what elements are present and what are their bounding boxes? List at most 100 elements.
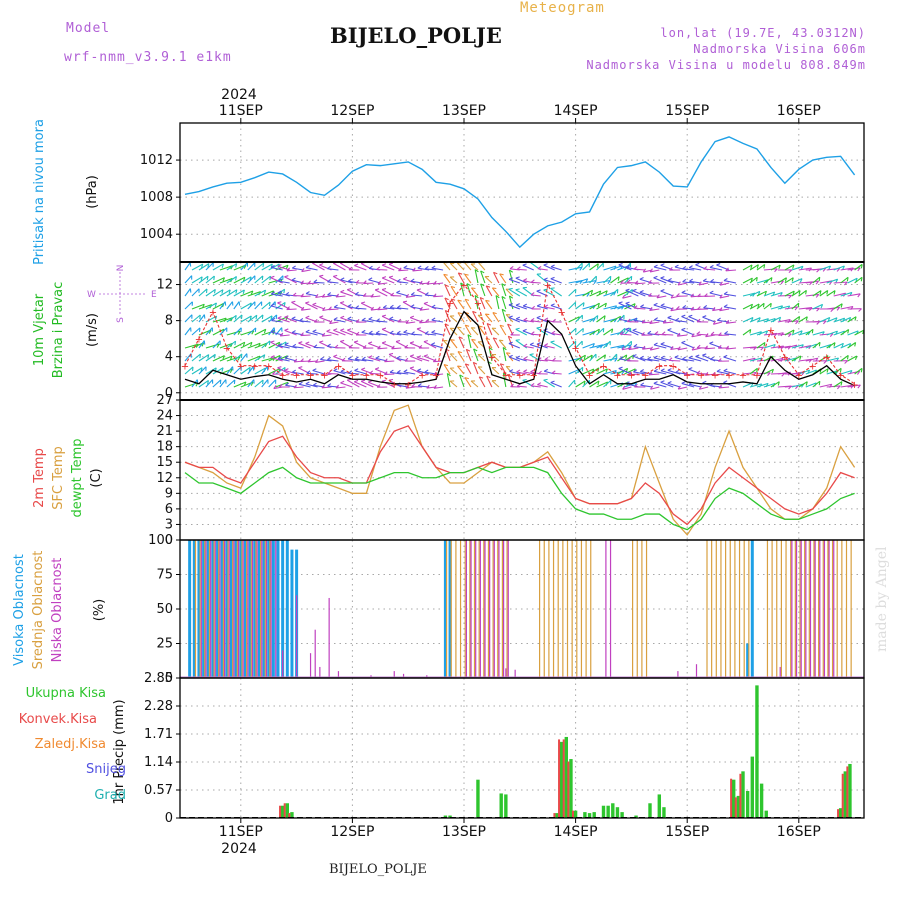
wind-barb xyxy=(492,337,500,349)
wind-barb xyxy=(805,280,819,284)
wind-barb-tick xyxy=(530,331,535,335)
wind-barb xyxy=(355,307,367,310)
wind-barb-tick xyxy=(778,317,782,322)
wind-barb xyxy=(278,358,290,362)
wind-barb-tick xyxy=(857,293,861,298)
wind-barb xyxy=(833,303,843,310)
wind-barb-tick xyxy=(649,320,653,324)
wind-barb xyxy=(568,301,576,310)
wind-barb-tick xyxy=(433,371,437,376)
wind-barb xyxy=(537,268,548,271)
wind-barb-tick xyxy=(347,288,352,291)
wind-barb-tick xyxy=(805,316,808,321)
precip-convective-bar xyxy=(739,773,742,818)
wind-barb xyxy=(322,295,332,298)
wind-barb xyxy=(226,314,237,323)
wind-barb xyxy=(742,292,756,297)
wind-barb-tick xyxy=(597,367,600,372)
wind-barb xyxy=(431,267,444,271)
wind-barb xyxy=(472,362,479,375)
wind-barb xyxy=(205,353,216,362)
wind-barb xyxy=(477,354,486,362)
wind-barb xyxy=(233,341,245,349)
wind-barb xyxy=(191,276,203,284)
temp-tick-label: 21 xyxy=(156,424,173,439)
wind-barb xyxy=(698,282,709,286)
wind-barb-tick xyxy=(431,265,436,269)
wind-barb-tick xyxy=(724,331,729,335)
wind-barb-tick xyxy=(653,381,658,384)
wind-barb-tick xyxy=(515,288,520,291)
wind-barb xyxy=(826,385,841,388)
wind-barb xyxy=(409,355,423,362)
wind-barb xyxy=(254,379,264,388)
wind-barb-tick xyxy=(750,317,754,322)
wind-barb xyxy=(649,308,660,311)
wind-barb xyxy=(784,306,798,310)
wind-barb-tick xyxy=(433,280,437,285)
wind-barb xyxy=(233,276,246,284)
cloud-ylabel-mid: Srednja Oblacnost xyxy=(31,551,46,670)
wind-barb xyxy=(812,331,825,336)
wind-barb-tick xyxy=(854,355,858,360)
wind-barb xyxy=(467,334,472,349)
wind-barb xyxy=(798,289,807,297)
wind-barb-tick xyxy=(277,301,282,304)
wind-barb xyxy=(523,319,534,323)
wind-barb xyxy=(261,366,268,375)
wind-barb xyxy=(333,262,346,271)
wind-barb xyxy=(444,284,451,297)
wind-barb xyxy=(719,295,730,299)
wind-barb-tick xyxy=(641,332,645,336)
precip-total-bar xyxy=(280,805,285,818)
wind-barb xyxy=(568,266,583,271)
wind-barb-tick xyxy=(327,356,331,361)
wind-barb xyxy=(617,381,629,388)
wind-barb xyxy=(575,327,584,336)
wind-barb-tick xyxy=(299,317,304,322)
wind-barb xyxy=(812,380,821,388)
wind-barb xyxy=(840,369,853,375)
wind-barb-tick xyxy=(354,368,359,371)
wind-barb xyxy=(450,339,458,349)
wind-barb xyxy=(417,370,430,375)
wind-barb-tick xyxy=(286,267,291,272)
wind-barb xyxy=(596,279,611,284)
wind-barb xyxy=(529,344,541,349)
wind-barb xyxy=(854,367,863,375)
wind-barb xyxy=(826,317,838,323)
wind-barb-tick xyxy=(552,357,556,362)
wind-barb-tick xyxy=(368,330,373,334)
wind-barb-tick xyxy=(327,383,332,387)
top-date-label: 12SEP xyxy=(330,103,374,119)
wind-barb xyxy=(660,290,674,297)
wind-barb-tick xyxy=(368,355,373,358)
wind-barb xyxy=(305,302,318,310)
wind-barb xyxy=(405,321,416,324)
model-altitude-text: Nadmorska Visina u modelu 808.849m xyxy=(586,58,866,72)
wind-barb-tick xyxy=(417,355,422,358)
wind-barb xyxy=(628,347,639,351)
wind-barb xyxy=(502,347,507,362)
wind-barb xyxy=(505,314,514,323)
wind-barb-tick xyxy=(298,341,303,344)
wind-barb xyxy=(191,367,203,375)
wind-barb-tick xyxy=(695,262,700,266)
wind-barb xyxy=(457,351,465,362)
wind-barb-tick xyxy=(676,293,680,297)
wind-barb xyxy=(389,332,402,336)
wind-barb-tick xyxy=(585,278,589,283)
wind-barb-tick xyxy=(667,277,672,281)
wind-barb-tick xyxy=(661,331,666,335)
wind-barb-tick xyxy=(536,289,541,292)
precip-tick-label: 1.71 xyxy=(144,727,173,742)
wind-barb xyxy=(240,341,253,349)
wind-barb xyxy=(312,262,325,271)
precip-total-bar xyxy=(755,685,759,818)
wind-barb-tick xyxy=(459,374,464,378)
wind-barb xyxy=(640,384,653,388)
wind-barb-tick xyxy=(255,315,258,320)
cloud-ylabel-low: Niska Oblacnost xyxy=(50,558,65,663)
wind-barb-tick xyxy=(293,358,298,363)
wind-barb-tick xyxy=(691,346,695,351)
